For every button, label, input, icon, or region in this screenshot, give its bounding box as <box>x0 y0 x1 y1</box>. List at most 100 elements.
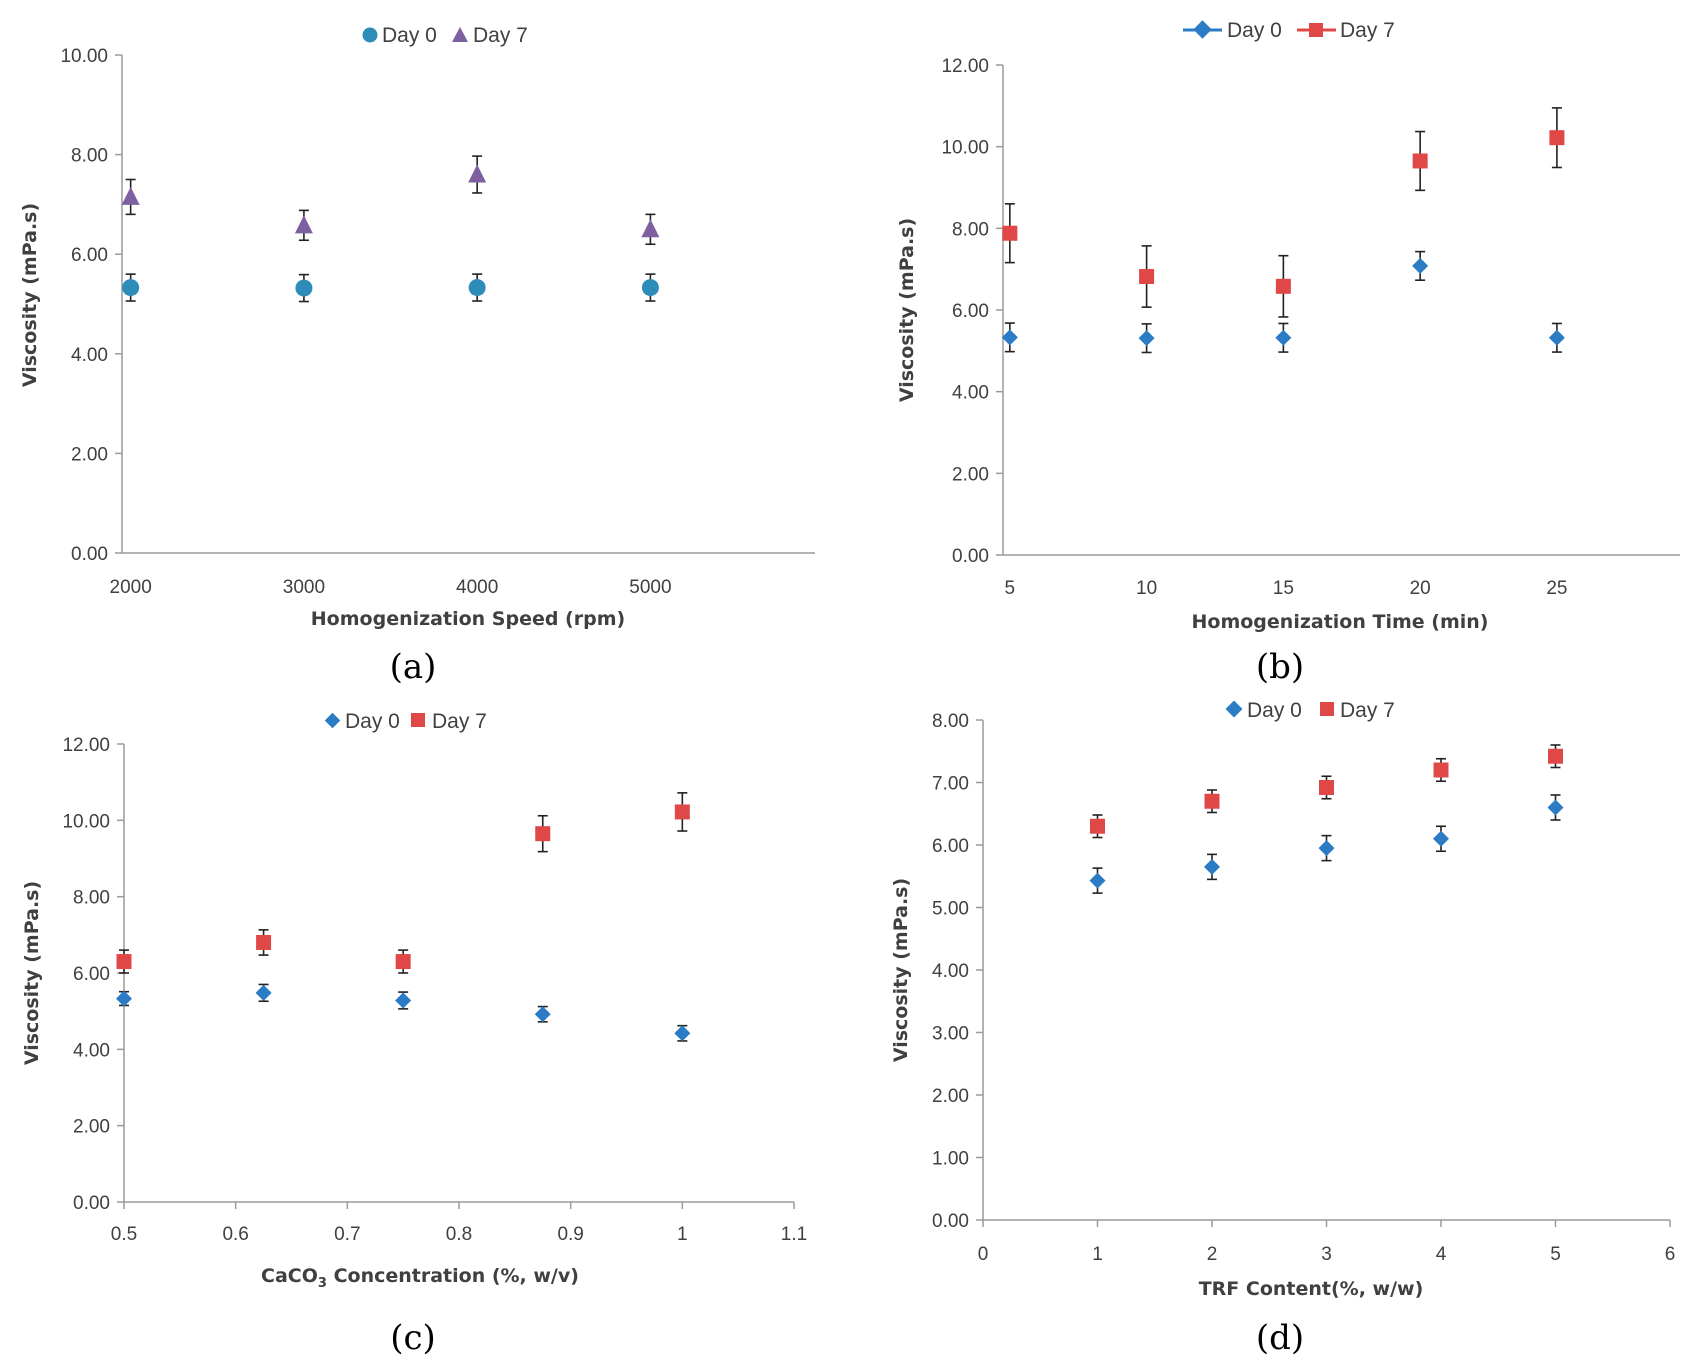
c-x-tick-label: 0.9 <box>557 1224 583 1245</box>
c-legend-label-day0: Day 0 <box>345 710 400 733</box>
a-legend-marker-day0 <box>362 27 378 43</box>
d-y-tick-label: 5.00 <box>932 899 969 920</box>
b-x-tick-label: 25 <box>1546 578 1567 599</box>
b-day7-point <box>1275 278 1291 294</box>
b-x-tick-label: 10 <box>1136 578 1157 599</box>
d-y-tick-label: 8.00 <box>932 711 969 732</box>
b-x-axis-title: Homogenization Time (min) <box>1192 611 1489 633</box>
b-y-tick-label: 8.00 <box>952 219 989 240</box>
a-day0-point <box>122 279 140 297</box>
c-legend-marker-day7 <box>411 713 425 727</box>
a-y-tick-label: 6.00 <box>71 245 108 266</box>
a-panel-label: (a) <box>390 647 437 687</box>
d-day7-point <box>1433 762 1449 778</box>
b-x-tick-label: 15 <box>1273 578 1294 599</box>
d-legend-marker-day7 <box>1320 702 1334 716</box>
a-data-marks <box>121 155 660 303</box>
a-x-tick-label: 2000 <box>110 577 152 598</box>
a-x-tick-label: 4000 <box>456 577 498 598</box>
c-day7-point <box>116 954 132 970</box>
b-data-marks <box>1001 107 1565 354</box>
a-axes <box>115 54 815 554</box>
b-legend-label-day7: Day 7 <box>1340 19 1395 42</box>
d-y-tick-label: 3.00 <box>932 1024 969 1045</box>
d-x-tick-label: 0 <box>978 1244 989 1265</box>
c-day0-point <box>395 992 412 1009</box>
a-legend-label-day0: Day 0 <box>382 24 437 47</box>
a-x-tick-labels: 2000 3000 4000 5000 <box>110 577 672 598</box>
c-x-axis-title-rest: Concentration (%, w/v) <box>327 1265 579 1287</box>
b-y-tick-label: 12.00 <box>941 56 989 77</box>
c-data-marks <box>116 792 691 1042</box>
b-y-tick-label: 0.00 <box>952 546 989 567</box>
c-x-tick-label: 0.6 <box>222 1224 248 1245</box>
b-y-tick-label: 6.00 <box>952 301 989 322</box>
b-y-tick-labels: 0.00 2.00 4.00 6.00 8.00 10.00 12.00 <box>941 56 989 567</box>
b-day0-point <box>1548 329 1565 346</box>
d-y-tick-label: 1.00 <box>932 1149 969 1170</box>
a-legend-marker-day7 <box>452 27 468 42</box>
b-x-tick-label: 5 <box>1005 578 1016 599</box>
c-y-tick-label: 12.00 <box>62 735 110 756</box>
b-legend: Day 0 Day 7 <box>1183 19 1395 42</box>
d-day7-point <box>1548 748 1563 764</box>
c-x-tick-label: 0.8 <box>446 1224 472 1245</box>
c-legend-marker-day0 <box>324 712 341 729</box>
b-y-axis-title: Viscosity (mPa.s) <box>896 218 918 402</box>
c-x-axis-title-subscript: 3 <box>318 1276 327 1291</box>
d-day0-point <box>1318 840 1335 857</box>
c-day7-point <box>256 934 272 950</box>
b-legend-label-day0: Day 0 <box>1227 19 1282 42</box>
b-x-tick-label: 20 <box>1410 578 1431 599</box>
d-day7-point <box>1204 793 1220 809</box>
d-y-tick-label: 0.00 <box>932 1211 969 1232</box>
d-x-tick-label: 2 <box>1207 1244 1218 1265</box>
c-legend-label-day7: Day 7 <box>432 710 487 733</box>
a-y-tick-label: 0.00 <box>71 544 108 565</box>
b-day0-point <box>1275 329 1292 346</box>
b-day0-point <box>1001 329 1018 346</box>
c-day0-point <box>116 990 132 1007</box>
d-legend-label-day7: Day 7 <box>1340 699 1395 722</box>
c-day0-point <box>534 1006 551 1023</box>
c-axes <box>117 743 795 1209</box>
b-day0-point <box>1138 330 1155 347</box>
b-legend-marker-day7 <box>1309 23 1323 37</box>
chart-panel-c: 0.00 2.00 4.00 6.00 8.00 10.00 12.00 0.5 0.6 0.7… <box>21 710 807 1358</box>
c-day7-point <box>535 826 551 842</box>
b-day7-point <box>1139 269 1155 285</box>
d-y-tick-labels: 0.00 1.00 2.00 3.00 4.00 5.00 6.00 7.00 8.00 <box>932 711 969 1232</box>
c-legend: Day 0 Day 7 <box>324 710 487 733</box>
d-x-tick-label: 4 <box>1436 1244 1447 1265</box>
c-y-tick-label: 6.00 <box>73 964 110 985</box>
c-x-axis-title-main: CaCO <box>261 1265 318 1287</box>
d-day7-point <box>1319 780 1334 795</box>
a-x-tick-label: 5000 <box>629 577 671 598</box>
d-x-tick-label: 1 <box>1092 1244 1103 1265</box>
c-day0-point <box>674 1025 691 1042</box>
c-y-tick-label: 4.00 <box>73 1040 110 1061</box>
d-legend-label-day0: Day 0 <box>1247 699 1302 722</box>
c-x-tick-labels: 0.5 0.6 0.7 0.8 0.9 1 1.1 <box>111 1224 807 1245</box>
d-y-tick-label: 6.00 <box>932 836 969 857</box>
b-legend-marker-day0 <box>1193 20 1212 39</box>
chart-panel-a: 0.00 2.00 4.00 6.00 8.00 10.00 2000 3000 4000 50… <box>19 24 815 687</box>
a-day0-point <box>295 279 313 297</box>
d-x-tick-labels: 0 1 2 3 4 5 6 <box>978 1244 1676 1265</box>
c-y-tick-label: 2.00 <box>73 1117 110 1138</box>
b-y-tick-label: 10.00 <box>941 138 989 159</box>
d-legend: Day 0 Day 7 <box>1225 699 1395 722</box>
c-x-tick-label: 1 <box>677 1224 688 1245</box>
chart-panel-b: 0.00 2.00 4.00 6.00 8.00 10.00 12.00 5 10 15 20 25… <box>896 19 1680 687</box>
a-x-axis-title: Homogenization Speed (rpm) <box>311 608 625 630</box>
c-day7-point <box>395 954 411 970</box>
d-legend-marker-day0 <box>1225 700 1243 718</box>
b-day7-point <box>1412 153 1428 169</box>
c-x-axis-title: CaCO3 Concentration (%, w/v) <box>261 1265 579 1291</box>
d-y-axis-title: Viscosity (mPa.s) <box>890 878 912 1062</box>
d-x-tick-label: 3 <box>1321 1244 1332 1265</box>
a-y-tick-label: 2.00 <box>71 444 108 465</box>
c-x-tick-label: 0.5 <box>111 1224 137 1245</box>
b-x-tick-labels: 5 10 15 20 25 <box>1005 578 1568 599</box>
